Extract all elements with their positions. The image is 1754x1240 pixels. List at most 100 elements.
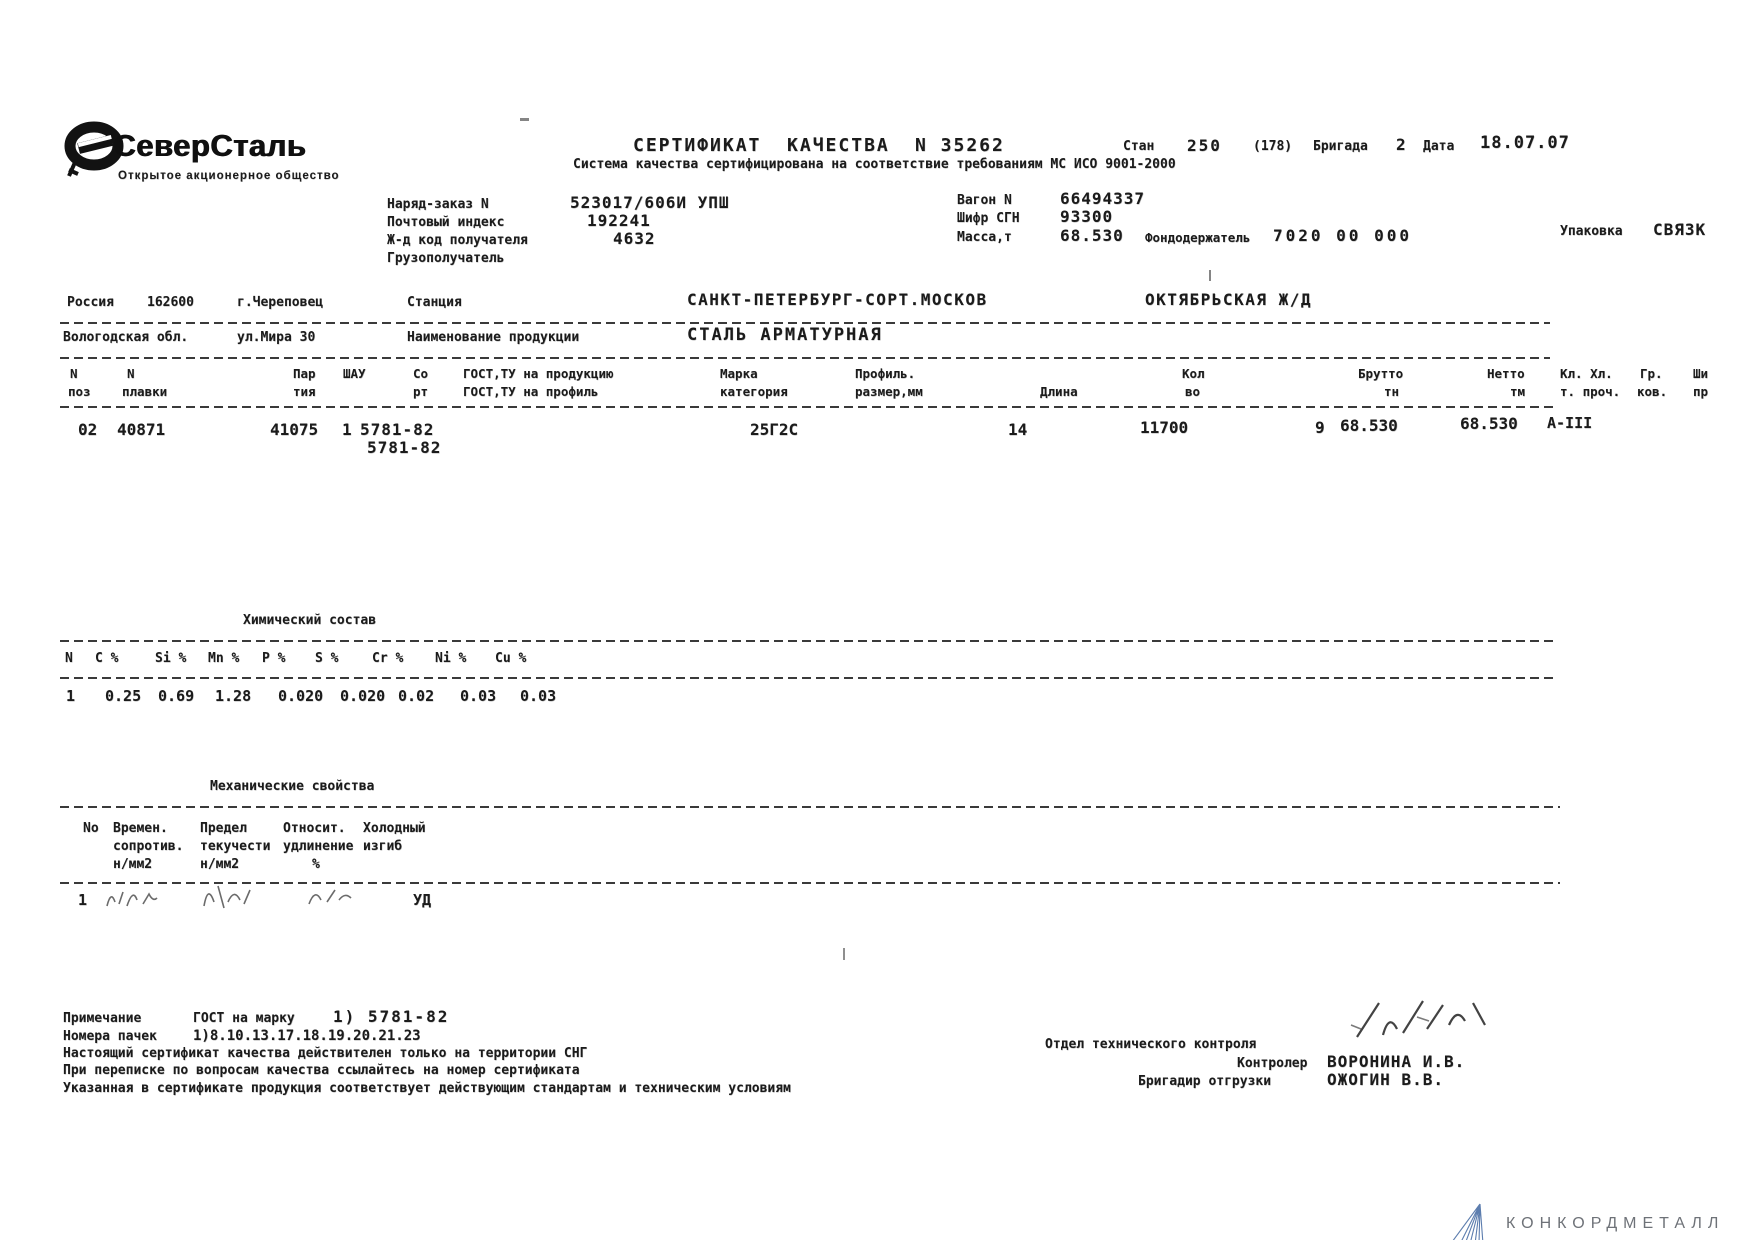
- shipping-label: Бригадир отгрузки: [1138, 1074, 1272, 1089]
- handwritten-value-icon: [106, 891, 158, 907]
- mech-header: Относит.: [283, 821, 346, 836]
- certificate-number: N 35262: [915, 135, 1005, 156]
- chem-header: P %: [262, 651, 286, 666]
- col-header: Кл. Хл.: [1560, 366, 1613, 381]
- cell-class: А-III: [1547, 414, 1593, 432]
- cell-sort: 1: [342, 420, 352, 439]
- postal-value: 192241: [587, 211, 651, 230]
- chem-header: Mn %: [208, 651, 240, 666]
- col-header: N: [127, 366, 135, 381]
- wagon-label: Вагон N: [957, 193, 1012, 208]
- chem-header: Ni %: [435, 651, 467, 666]
- cell-gross: 68.530: [1340, 416, 1398, 435]
- controller-label: Контролер: [1237, 1056, 1308, 1071]
- col-header: ШАУ: [343, 366, 366, 381]
- qc-dept-label: Отдел технического контроля: [1045, 1037, 1257, 1052]
- station-value: САНКТ-ПЕТЕРБУРГ-СОРТ.МОСКОВ: [687, 290, 988, 309]
- mech-header: %: [312, 857, 320, 872]
- mech-header: Предел: [200, 821, 247, 836]
- rail-code-value: 4632: [613, 229, 656, 248]
- consignee-label: Грузополучатель: [387, 251, 505, 266]
- supplier-name: СеверСталь: [113, 128, 307, 163]
- brigade-label: Бригада: [1313, 139, 1368, 154]
- station-label: Станция: [407, 295, 462, 310]
- mechanical-title: Механические свойства: [210, 779, 375, 794]
- controller-name: ВОРОНИНА И.В.: [1327, 1052, 1466, 1071]
- mech-header: No: [83, 821, 99, 836]
- cell-gost-profile: 5781-82: [367, 438, 442, 457]
- origin-city: г.Череповец: [237, 295, 324, 310]
- divider: [60, 406, 1555, 408]
- cell-shau: 41075: [270, 420, 319, 439]
- railway-name: ОКТЯБРЬСКАЯ Ж/Д: [1145, 290, 1312, 309]
- watermark-text: КОНКОРДМЕТАЛЛ: [1506, 1215, 1725, 1232]
- col-header: рт: [413, 384, 429, 399]
- stan-label: Стан: [1123, 139, 1155, 154]
- divider: [60, 640, 1555, 642]
- col-header: N: [70, 366, 78, 381]
- col-header: тия: [293, 384, 316, 399]
- fund-value: 7020 00 000: [1273, 226, 1412, 245]
- chem-value: 0.03: [460, 687, 497, 705]
- product-value: СТАЛЬ АРМАТУРНАЯ: [687, 325, 883, 345]
- col-header: Марка: [720, 366, 758, 381]
- divider: [60, 357, 1550, 359]
- note-label: Примечание: [63, 1011, 142, 1026]
- chem-value: 1.28: [215, 687, 252, 705]
- col-header: Нетто: [1487, 366, 1525, 381]
- col-header: ГОСТ,ТУ на продукцию: [463, 366, 614, 381]
- severstal-logo-icon: [64, 121, 124, 177]
- mech-header: н/мм2: [200, 857, 240, 872]
- wagon-value: 66494337: [1060, 189, 1146, 208]
- shipping-name: ОЖОГИН В.В.: [1327, 1070, 1444, 1089]
- handwritten-value-icon: [308, 889, 352, 905]
- chem-header: Cr %: [372, 651, 404, 666]
- sgn-value: 93300: [1060, 207, 1114, 226]
- packs-value: 1)8.10.13.17.18.19.20.21.23: [193, 1028, 421, 1044]
- brigade-value: 2: [1396, 135, 1406, 154]
- order-value: 523017/606И УПШ: [570, 193, 730, 212]
- supplier-subtitle: Открытое акционерное общество: [118, 170, 340, 182]
- fund-label: Фондодержатель: [1145, 230, 1251, 245]
- certificate-title: СЕРТИФИКАТ КАЧЕСТВА: [633, 135, 890, 156]
- chem-header: S %: [315, 651, 339, 666]
- col-header: Кол: [1182, 366, 1205, 381]
- cell-melt: 40871: [117, 420, 166, 439]
- cell-profile-size: 14: [1008, 420, 1028, 439]
- col-header: ков.: [1637, 384, 1668, 399]
- handwritten-signature-icon: [1350, 1000, 1486, 1038]
- divider: [60, 806, 1560, 808]
- col-header: Со: [413, 366, 429, 381]
- note-line: Настоящий сертификат качества действител…: [63, 1046, 588, 1061]
- packing-value: СВЯЗК: [1653, 220, 1707, 239]
- note-line: Указанная в сертификате продукция соотве…: [63, 1081, 791, 1096]
- chemistry-title: Химический состав: [243, 613, 377, 628]
- col-header: Длина: [1040, 384, 1078, 399]
- col-header: тм: [1510, 384, 1526, 399]
- col-header: Профиль.: [855, 366, 916, 381]
- col-header: категория: [720, 384, 788, 399]
- note-gost-label: ГОСТ на марку: [193, 1011, 295, 1026]
- postal-label: Почтовый индекс: [387, 215, 505, 230]
- rail-code-label: Ж-д код получателя: [387, 233, 528, 248]
- note-line: При переписке по вопросам качества ссыла…: [63, 1063, 580, 1078]
- origin-postcode: 162600: [147, 295, 194, 310]
- scan-noise: [520, 118, 529, 121]
- cell-qty: 9: [1315, 418, 1325, 437]
- product-label: Наименование продукции: [407, 330, 580, 345]
- mech-header: удлинение: [283, 839, 354, 854]
- date-label: Дата: [1423, 139, 1455, 154]
- chem-header: C %: [95, 651, 119, 666]
- chem-header: Si %: [155, 651, 187, 666]
- col-header: Гр.: [1640, 366, 1663, 381]
- mech-row-bend: УД: [413, 891, 432, 909]
- col-header: Пар: [293, 366, 316, 381]
- col-header: во: [1185, 384, 1201, 399]
- chem-value: 0.69: [158, 687, 195, 705]
- mech-row-no: 1: [78, 891, 88, 909]
- stan-value: 250: [1187, 136, 1222, 155]
- cell-net: 68.530: [1460, 414, 1518, 433]
- divider: [60, 322, 1550, 324]
- col-header: тн: [1384, 384, 1400, 399]
- chem-value: 1: [66, 687, 76, 705]
